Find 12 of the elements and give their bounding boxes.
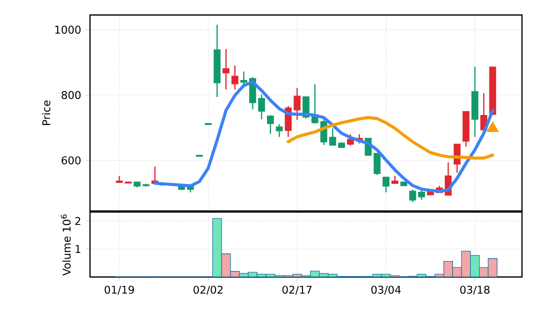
x-tick-label: 03/18	[460, 286, 490, 295]
y-tick-label: 2	[75, 216, 80, 225]
x-tick-label: 02/17	[282, 286, 312, 295]
y-tick-label: 1	[76, 245, 80, 253]
y-axis-title: Price	[42, 100, 50, 125]
y-tick-label: 1000	[55, 26, 81, 34]
x-tick-label: 01/19	[104, 286, 134, 295]
y-axis-title: Volume 10$^{6}$	[60, 214, 71, 276]
x-tick-label: 02/02	[194, 286, 223, 295]
y-tick-label: 600	[62, 156, 81, 164]
y-tick-label: 800	[62, 90, 81, 100]
x-tick-label: 03/04	[371, 286, 401, 295]
